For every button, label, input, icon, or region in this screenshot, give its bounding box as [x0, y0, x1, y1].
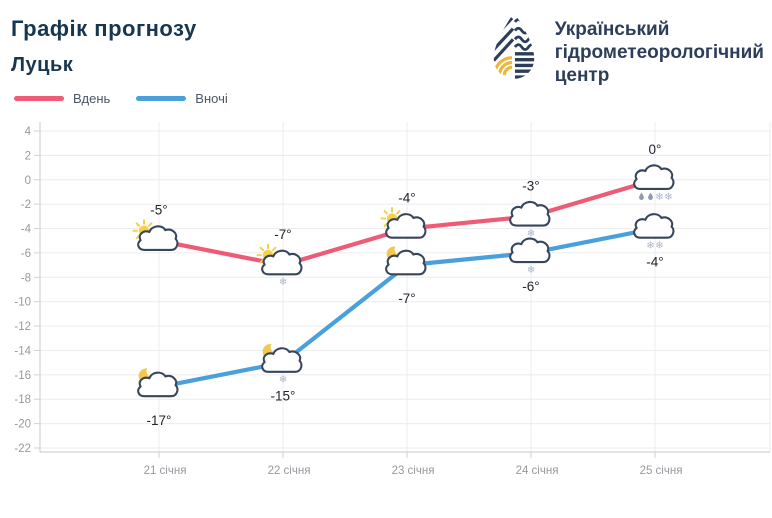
raindrop-icon [639, 192, 644, 200]
cloud-icon: ❄ ❄ [633, 164, 675, 203]
night-line-swatch [136, 96, 187, 101]
y-tick-label: -16 [14, 370, 31, 382]
cloud-icon [261, 249, 303, 276]
snowflake-icon: ❄ [527, 228, 535, 239]
temp-label: -5° [150, 203, 167, 218]
legend-item-day[interactable]: Вдень [14, 91, 110, 106]
cloud-icon [509, 237, 551, 264]
sun-ray [271, 246, 277, 252]
sun-ray [135, 222, 141, 227]
cloud-icon [509, 200, 551, 227]
page-title: Графік прогнозу [11, 16, 197, 41]
y-tick-label: -18 [14, 394, 31, 406]
cloud-icon [385, 249, 427, 276]
legend-night-label: Вночі [195, 91, 228, 106]
snowflake-icon: ❄ [527, 265, 535, 276]
snowflake-icon: ❄ [655, 241, 663, 252]
snowflake-icon: ❄ [655, 192, 663, 203]
page-city: Луцьк [11, 54, 74, 76]
temp-label: -4° [398, 191, 415, 206]
y-tick-label: -14 [14, 345, 31, 357]
sun-ray [147, 222, 153, 227]
y-tick-label: 4 [25, 126, 32, 138]
sun-ray [383, 210, 389, 215]
x-tick-label: 22 січня [268, 465, 311, 477]
y-tick-label: -12 [14, 321, 31, 333]
sun-cloud-icon: ❄ [256, 243, 303, 288]
y-tick-label: -4 [21, 224, 32, 236]
temp-label: -7° [398, 291, 415, 306]
sun-cloud-icon [132, 219, 179, 251]
moon-cloud-icon: ❄ [261, 344, 303, 386]
cloud-icon: ❄ ❄ [633, 213, 675, 252]
moon-cloud-icon [385, 246, 427, 276]
x-tick-label: 23 січня [392, 465, 435, 477]
org-name: Український гідрометеорологічний центр [555, 8, 764, 87]
y-tick-label: 2 [25, 150, 31, 162]
snowflake-icon: ❄ [279, 375, 287, 386]
legend-day-label: Вдень [73, 91, 111, 106]
snowflake-icon: ❄ [664, 192, 672, 203]
cloud-icon [137, 371, 179, 398]
forecast-chart: 4 2 0 -2 -4 -6 -8 -10 -12 -14 -16 -18 -20 -22 21 січня… [14, 122, 771, 477]
temp-label: -6° [522, 279, 539, 294]
legend: Вдень Вночі [14, 91, 228, 106]
y-tick-label: -10 [14, 297, 31, 309]
org-logo: Український гідрометеорологічний центр [485, 8, 764, 90]
x-tick-label: 24 січня [516, 465, 559, 477]
snowflake-icon: ❄ [646, 241, 654, 252]
cloud-icon [633, 213, 675, 239]
y-tick-label: 0 [25, 175, 31, 187]
cloud-icon: ❄ [509, 200, 551, 239]
temp-label: -17° [147, 413, 172, 428]
legend-item-night[interactable]: Вночі [136, 91, 228, 106]
moon-cloud-icon [137, 368, 179, 398]
temp-label: 0° [649, 142, 662, 157]
y-tick-label: -2 [21, 199, 31, 211]
y-tick-label: -20 [14, 419, 31, 431]
cloud-icon [385, 213, 427, 239]
temp-label: -3° [522, 178, 539, 193]
water-drop-logo-icon [493, 12, 535, 79]
y-tick-label: -22 [14, 443, 31, 455]
snowflake-icon: ❄ [279, 277, 287, 288]
temp-label: -7° [274, 227, 291, 242]
sun-ray [395, 210, 401, 215]
y-tick-label: -6 [21, 248, 31, 260]
cloud-icon [137, 225, 179, 251]
raindrop-icon [648, 192, 653, 200]
x-tick-label: 25 січня [640, 465, 683, 477]
org-name-line2: гідрометеорологічний [554, 42, 764, 63]
x-tick-label: 21 січня [144, 465, 187, 477]
org-name-line1: Український [554, 19, 670, 40]
sun-ray [259, 246, 265, 252]
sun-cloud-icon [380, 207, 427, 239]
y-tick-label: -8 [21, 272, 31, 284]
cloud-icon [633, 164, 675, 191]
day-line-swatch [14, 96, 64, 101]
temp-label: -15° [271, 389, 296, 404]
org-name-line3: центр [554, 65, 610, 86]
cloud-icon: ❄ [509, 237, 551, 276]
temp-label: -4° [646, 255, 663, 270]
cloud-icon [261, 347, 303, 373]
